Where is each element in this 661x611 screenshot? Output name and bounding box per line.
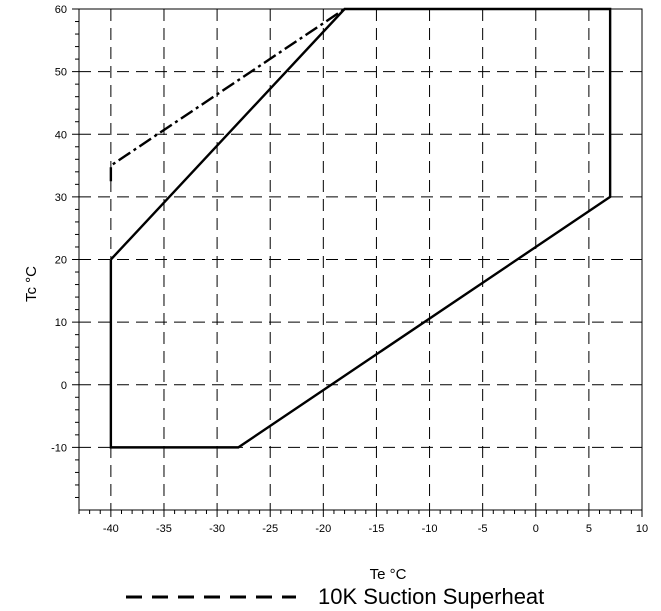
x-tick-label: 10 — [636, 523, 648, 535]
x-axis-title: Te °C — [370, 566, 407, 583]
x-tick-label: -40 — [103, 523, 119, 535]
y-tick-label: 30 — [55, 192, 67, 204]
grid — [79, 9, 642, 510]
y-axis-title: Tc °C — [23, 266, 40, 302]
legend-label: 10K Suction Superheat — [318, 584, 544, 609]
x-tick-label: -20 — [315, 523, 331, 535]
y-tick-label: -10 — [51, 442, 67, 454]
y-tick-label: 40 — [55, 129, 67, 141]
x-tick-label: -5 — [478, 523, 488, 535]
y-tick-label: 50 — [55, 67, 67, 79]
series-line-dashed — [109, 8, 346, 182]
y-tick-label: 60 — [55, 4, 67, 16]
tick-labels: -40 -35 -30 -25 -20 -15 -10 -5 0 5 10 -10 0 10 20 30 40 5… — [51, 4, 648, 535]
x-tick-label: 0 — [533, 523, 539, 535]
legend: 10K Suction Superheat — [126, 584, 544, 609]
plot-area-frame — [78, 8, 643, 511]
y-tick-label: 20 — [55, 255, 67, 267]
y-tick-label: 10 — [55, 317, 67, 329]
minor-ticks — [72, 8, 643, 517]
x-tick-label: -30 — [209, 523, 225, 535]
x-tick-label: 5 — [586, 523, 592, 535]
x-tick-label: -25 — [262, 523, 278, 535]
x-tick-label: -35 — [156, 523, 172, 535]
y-tick-label: 0 — [61, 380, 67, 392]
series-lines — [109, 7, 612, 449]
series-line-solid — [109, 7, 612, 449]
x-tick-label: -15 — [368, 523, 384, 535]
x-tick-label: -10 — [422, 523, 438, 535]
